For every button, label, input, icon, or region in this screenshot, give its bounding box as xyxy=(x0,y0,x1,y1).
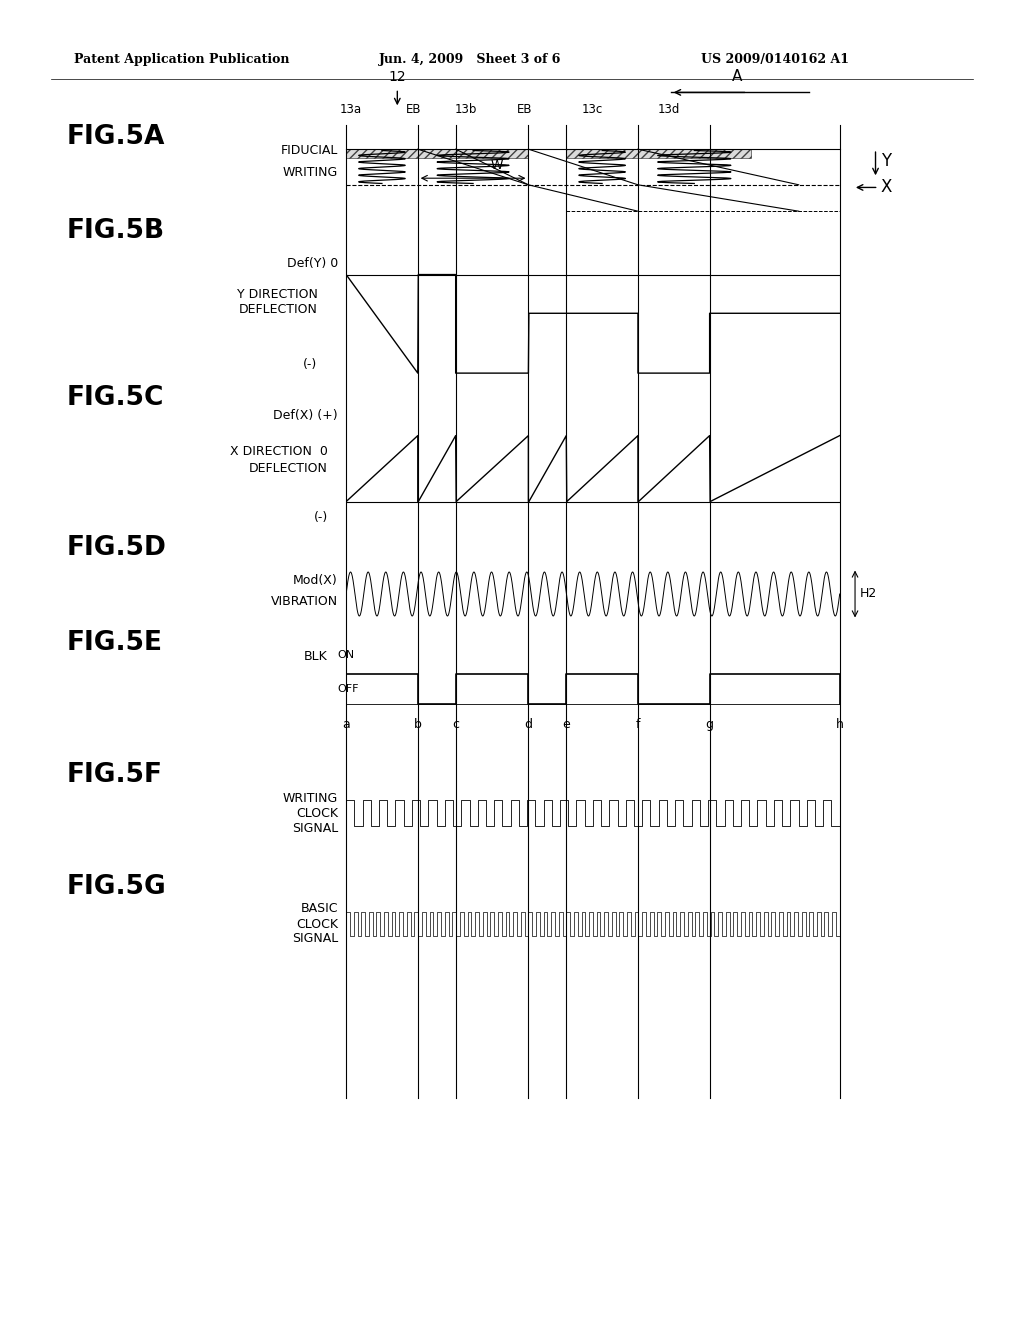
Text: 12: 12 xyxy=(388,70,407,84)
Text: EB: EB xyxy=(406,103,422,116)
Text: Mod(X): Mod(X) xyxy=(293,574,338,587)
Text: X: X xyxy=(881,178,892,197)
Text: FIG.5E: FIG.5E xyxy=(67,630,163,656)
Text: FIDUCIAL: FIDUCIAL xyxy=(281,144,338,157)
Text: US 2009/0140162 A1: US 2009/0140162 A1 xyxy=(701,53,850,66)
Text: e: e xyxy=(562,718,570,731)
Text: a: a xyxy=(342,718,350,731)
Text: Patent Application Publication: Patent Application Publication xyxy=(74,53,289,66)
Text: W: W xyxy=(490,158,504,172)
Text: ON: ON xyxy=(337,649,354,660)
Text: EB: EB xyxy=(516,103,532,116)
Text: VIBRATION: VIBRATION xyxy=(270,595,338,609)
Text: BASIC
CLOCK
SIGNAL: BASIC CLOCK SIGNAL xyxy=(292,903,338,945)
Text: WRITING: WRITING xyxy=(283,166,338,180)
Text: 13b: 13b xyxy=(455,103,477,116)
Text: 13a: 13a xyxy=(340,103,362,116)
Text: d: d xyxy=(524,718,532,731)
Text: Jun. 4, 2009   Sheet 3 of 6: Jun. 4, 2009 Sheet 3 of 6 xyxy=(379,53,561,66)
Text: Y: Y xyxy=(881,152,891,170)
Text: (-): (-) xyxy=(313,511,328,524)
Bar xyxy=(346,149,418,158)
Text: FIG.5B: FIG.5B xyxy=(67,218,165,244)
Text: X DIRECTION  0: X DIRECTION 0 xyxy=(229,445,328,458)
Text: h: h xyxy=(836,718,844,731)
Text: f: f xyxy=(636,718,640,731)
Text: FIG.5G: FIG.5G xyxy=(67,874,166,900)
Text: FIG.5D: FIG.5D xyxy=(67,535,167,561)
Text: A: A xyxy=(732,70,742,84)
Text: WRITING
CLOCK
SIGNAL: WRITING CLOCK SIGNAL xyxy=(283,792,338,834)
Text: FIG.5A: FIG.5A xyxy=(67,124,165,150)
Text: Def(Y) 0: Def(Y) 0 xyxy=(287,257,338,271)
Bar xyxy=(638,149,751,158)
Text: c: c xyxy=(453,718,459,731)
Text: b: b xyxy=(414,718,422,731)
Text: g: g xyxy=(706,718,714,731)
Text: (-): (-) xyxy=(303,358,317,371)
Text: 13c: 13c xyxy=(582,103,602,116)
Text: Def(X) (+): Def(X) (+) xyxy=(273,409,338,422)
Text: 13d: 13d xyxy=(657,103,680,116)
Bar xyxy=(566,149,638,158)
Text: FIG.5C: FIG.5C xyxy=(67,385,164,412)
Bar xyxy=(418,149,528,158)
Text: BLK: BLK xyxy=(304,649,328,663)
Text: Y DIRECTION
DEFLECTION: Y DIRECTION DEFLECTION xyxy=(237,288,317,317)
Text: FIG.5F: FIG.5F xyxy=(67,762,163,788)
Text: DEFLECTION: DEFLECTION xyxy=(249,462,328,475)
Text: OFF: OFF xyxy=(337,684,358,694)
Text: H2: H2 xyxy=(860,587,878,601)
